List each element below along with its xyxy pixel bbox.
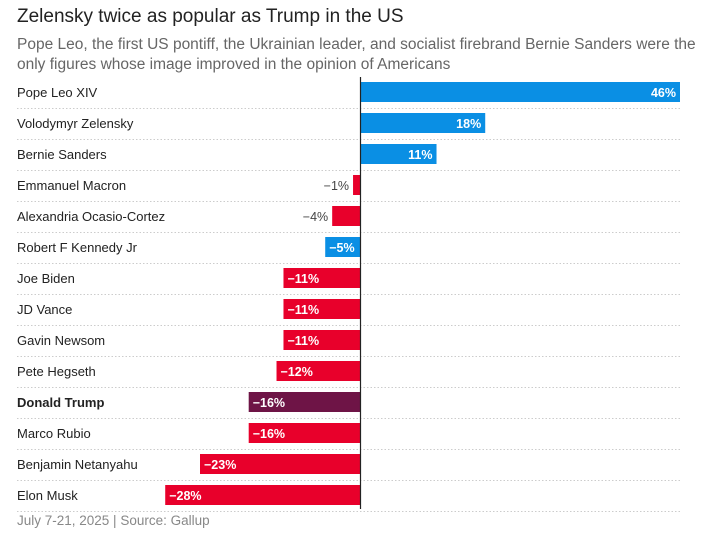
value-label: −1% [324,179,349,193]
bar [360,113,486,133]
bar [283,330,360,350]
bar [200,454,360,474]
value-label: −12% [281,365,313,379]
bar [276,361,360,381]
category-label: Elon Musk [17,488,78,503]
value-label: −11% [287,303,319,317]
value-label: 11% [408,148,432,162]
bar [165,485,360,505]
bar [283,299,360,319]
value-label: −16% [253,427,285,441]
value-label: −16% [253,396,285,410]
value-label: −11% [287,272,319,286]
category-label: Emmanuel Macron [17,178,126,193]
value-label: −5% [329,241,354,255]
bar [283,268,360,288]
chart-title: Zelensky twice as popular as Trump in th… [17,6,404,27]
bar [248,423,360,443]
bar [360,144,437,164]
value-label: −11% [287,334,319,348]
category-label: JD Vance [17,302,72,317]
value-label: −28% [169,489,201,503]
chart-subtitle: Pope Leo, the first US pontiff, the Ukra… [17,36,696,73]
category-label: Donald Trump [17,395,104,410]
bar [332,206,360,226]
category-label: Robert F Kennedy Jr [17,240,138,255]
bar [325,237,360,257]
value-label: 46% [651,86,676,100]
category-label: Gavin Newsom [17,333,105,348]
source-note: July 7-21, 2025 | Source: Gallup [17,513,210,528]
category-label: Pope Leo XIV [17,85,98,100]
category-label: Benjamin Netanyahu [17,457,138,472]
bar [248,392,360,412]
value-label: −23% [204,458,236,472]
category-label: Pete Hegseth [17,364,96,379]
category-label: Bernie Sanders [17,147,107,162]
bar [353,175,360,195]
category-label: Volodymyr Zelensky [17,116,134,131]
bar [360,82,680,102]
category-label: Alexandria Ocasio-Cortez [17,209,165,224]
category-label: Joe Biden [17,271,75,286]
value-label: −4% [303,210,328,224]
category-label: Marco Rubio [17,426,91,441]
value-label: 18% [456,117,481,131]
